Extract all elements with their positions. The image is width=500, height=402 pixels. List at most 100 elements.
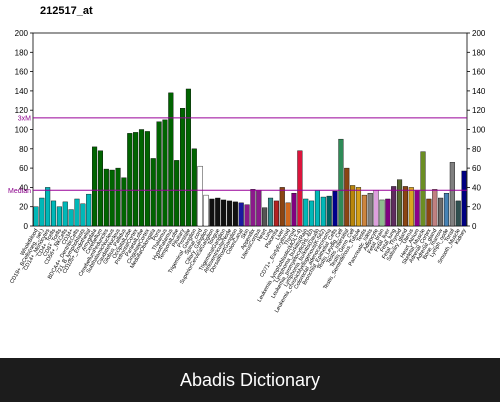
- bar: [350, 185, 356, 227]
- reference-line-label: Median: [8, 188, 31, 195]
- bar: [45, 187, 51, 227]
- bar: [174, 160, 180, 227]
- category-label: Liver: [275, 228, 286, 241]
- bar: [180, 108, 186, 227]
- y-tick-label-left: 120: [15, 106, 29, 115]
- bar: [115, 167, 121, 227]
- bar-chart: 212517_at 0 0 20 20 40 40 60 60 80 80 100 100 120 120…: [8, 5, 486, 314]
- y-tick-label-right: 160: [472, 68, 486, 77]
- bar: [121, 177, 127, 227]
- bar: [432, 189, 438, 227]
- bar: [74, 198, 80, 227]
- bar: [262, 207, 268, 227]
- y-tick-label-right: 40: [472, 183, 481, 192]
- chart-title: 212517_at: [40, 5, 93, 17]
- bar: [68, 209, 74, 227]
- category-label: Skin: [240, 228, 251, 240]
- bar: [138, 129, 145, 227]
- y-tick-label-left: 20: [19, 203, 28, 212]
- bar: [373, 190, 379, 227]
- bar: [408, 187, 414, 227]
- bar: [297, 150, 303, 227]
- y-tick-label-right: 120: [472, 106, 486, 115]
- y-tick-label-left: 60: [19, 164, 28, 173]
- bar: [144, 131, 150, 227]
- bar: [162, 119, 168, 227]
- bar: [209, 198, 215, 227]
- bar: [33, 206, 39, 227]
- bar: [303, 198, 309, 227]
- bar: [97, 150, 103, 227]
- category-label: Lung: [263, 228, 274, 242]
- y-tick-label-right: 0: [472, 222, 477, 231]
- bar: [338, 138, 344, 227]
- bar: [291, 192, 297, 227]
- bar: [109, 169, 115, 227]
- bar: [267, 197, 274, 227]
- bar: [385, 198, 391, 227]
- bar: [80, 203, 86, 227]
- bar: [56, 206, 62, 227]
- y-tick-label-left: 200: [15, 29, 29, 38]
- y-tick-label-left: 160: [15, 68, 29, 77]
- bar: [332, 191, 338, 227]
- bar: [326, 195, 332, 227]
- y-tick-label-right: 60: [472, 164, 481, 173]
- bar: [250, 189, 256, 227]
- y-tick-label-left: 40: [19, 183, 28, 192]
- y-tick-label-right: 200: [472, 29, 486, 38]
- bar: [273, 200, 279, 227]
- bar: [203, 194, 209, 227]
- bar: [256, 190, 262, 227]
- bar: [309, 200, 315, 227]
- bar: [39, 197, 45, 227]
- bar: [197, 165, 203, 227]
- y-tick-label-right: 180: [472, 48, 486, 57]
- bar: [191, 148, 197, 227]
- bar: [127, 133, 133, 227]
- bar: [62, 201, 68, 227]
- y-tick-label-right: 20: [472, 203, 481, 212]
- y-tick-label-left: 140: [15, 87, 29, 96]
- bar: [50, 200, 57, 227]
- bar: [355, 187, 362, 227]
- reference-line-label: 3xM: [18, 115, 31, 122]
- bar: [367, 192, 373, 227]
- y-tick-label-right: 80: [472, 145, 481, 154]
- bar: [279, 187, 285, 227]
- bar: [92, 146, 98, 227]
- footer-text: Abadis Dictionary: [179, 369, 321, 390]
- y-tick-label-left: 0: [24, 222, 29, 231]
- bar: [232, 201, 238, 227]
- bar: [221, 199, 227, 227]
- bar: [455, 200, 461, 227]
- bar: [414, 190, 420, 227]
- y-tick-label-left: 100: [15, 126, 29, 135]
- bar: [244, 204, 250, 227]
- bar: [344, 167, 350, 227]
- bar: [320, 196, 326, 227]
- bar: [285, 202, 291, 227]
- bar: [103, 168, 109, 227]
- bar: [226, 200, 233, 227]
- bar: [449, 162, 455, 227]
- bar: [379, 199, 385, 227]
- bar: [86, 193, 92, 227]
- y-tick-label-right: 140: [472, 87, 486, 96]
- bar: [391, 186, 397, 227]
- bar: [133, 132, 139, 227]
- bar: [397, 179, 403, 227]
- bar: [420, 151, 426, 227]
- bar: [168, 92, 174, 227]
- bar: [361, 194, 367, 227]
- bar: [438, 197, 444, 227]
- plot-area: 0 0 20 20 40 40 60 60 80 80 100 100 120 120 140 140 160 1…: [8, 29, 486, 314]
- bar: [215, 197, 221, 227]
- y-tick-label-right: 100: [472, 126, 486, 135]
- y-tick-label-left: 80: [19, 145, 28, 154]
- bar: [443, 192, 450, 227]
- bar: [150, 158, 156, 227]
- footer-banner: Abadis Dictionary: [0, 358, 500, 402]
- bar: [185, 88, 191, 227]
- bar: [402, 186, 408, 227]
